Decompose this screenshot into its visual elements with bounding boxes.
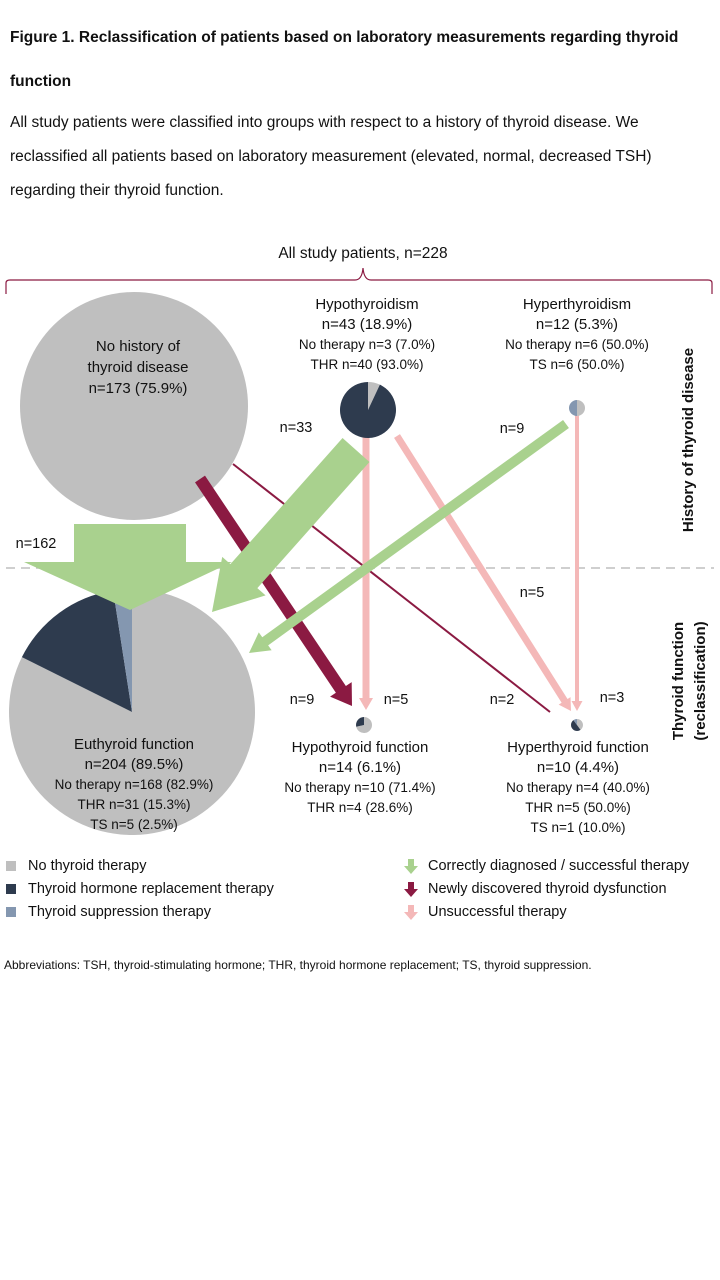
hyperthyroid-function-label-0: Hyperthyroid function [507,739,649,756]
flow-arrow-none-to-hyper [232,463,551,713]
flow-label-none-to-eu: n=162 [16,536,57,552]
flow-arrow-none-to-eu [24,524,232,610]
legend-icon-green [404,859,418,874]
hypothyroid-function-pie [355,717,372,733]
hyperthyroid-function-label-3: THR n=5 (50.0%) [525,800,630,815]
euthyroid-label-0: Euthyroid function [74,736,194,753]
legend-icon-ts [6,907,16,917]
figure-caption: All study patients were classified into … [10,114,652,199]
flow-arrow-hypo-to-hyper [394,434,571,711]
hypothyroid-function-label-3: THR n=4 (28.6%) [307,800,412,815]
flow-label-hyper-to-hyper: n=3 [600,690,625,706]
side-label-history: History of thyroid disease [680,348,697,532]
no-history-label-0: No history of [96,338,181,355]
hyperthyroid-function-pie-slice-thr [571,720,581,731]
flow-arrow-hypo-to-eu [212,438,370,612]
no-history-circle [20,292,248,520]
flow-label-hypo-to-hypo: n=5 [384,692,409,708]
legend-label-4: Newly discovered thyroid dysfunction [428,881,667,897]
hypothyroidism-pie-slice-no-therapy [368,382,380,410]
flow-arrow-none-to-hypo [195,475,352,706]
hyperthyroidism-label-2: No therapy n=6 (50.0%) [505,337,649,352]
flow-label-hyper-to-eu: n=9 [500,421,525,437]
hyperthyroidism-label-3: TS n=6 (50.0%) [530,357,625,372]
euthyroid-label-4: TS n=5 (2.5%) [90,817,177,832]
legend-label-0: No thyroid therapy [28,858,147,874]
hypothyroidism-label-2: No therapy n=3 (7.0%) [299,337,435,352]
legend-label-1: Thyroid hormone replacement therapy [28,881,275,897]
legend-label-3: Correctly diagnosed / successful therapy [428,858,690,874]
hypothyroidism-pie-slice-thr [340,382,396,438]
hyperthyroidism-label-1: n=12 (5.3%) [536,316,618,333]
legend-label-2: Thyroid suppression therapy [28,904,212,920]
hypothyroidism-label-0: Hypothyroidism [315,296,418,313]
hyperthyroidism-pie-slice-ts [569,400,577,416]
hyperthyroidism-label-0: Hyperthyroidism [523,296,631,313]
no-history-label-1: thyroid disease [88,359,189,376]
hypothyroid-function-pie-slice-thr [355,717,364,727]
total-label: All study patients, n=228 [278,245,447,262]
legend-icon-no-therapy [6,861,16,871]
hypothyroid-function-label-1: n=14 (6.1%) [319,759,401,776]
euthyroid-label-3: THR n=31 (15.3%) [78,797,191,812]
flow-arrow-hyper-to-hyper [571,415,583,711]
hyperthyroid-function-pie-slice-ts [573,719,577,725]
hypothyroid-function-pie-slice-no-therapy [356,717,372,733]
hypothyroidism-pie [340,382,396,438]
hypothyroidism-label-1: n=43 (18.9%) [322,316,412,333]
legend-label-5: Unsuccessful therapy [428,904,567,920]
legend-icon-thr [6,884,16,894]
euthyroid-label-2: No therapy n=168 (82.9%) [55,777,214,792]
euthyroid-pie [9,589,255,835]
flow-diagram: All study patients, n=228 History of thyr… [5,245,714,920]
flow-arrow-hyper-to-eu [249,419,569,653]
total-brace [5,267,713,294]
no-history-label-2: n=173 (75.9%) [89,380,188,397]
euthyroid-pie-slice-thr [21,590,133,712]
side-label-function: Thyroid function [670,622,687,740]
abbreviations: Abbreviations: TSH, thyroid-stimulating … [4,958,592,972]
hyperthyroid-function-label-4: TS n=1 (10.0%) [531,820,626,835]
figure-title: Figure 1. Reclassification of patients b… [10,29,679,90]
hypothyroid-function-label-2: No therapy n=10 (71.4%) [284,780,435,795]
hyperthyroidism-pie-slice-no-therapy [577,400,585,416]
side-label-reclassification: (reclassification) [692,621,709,740]
euthyroid-pie-slice-ts [113,589,132,712]
flow-label-none-to-hypo: n=9 [290,692,315,708]
hyperthyroid-function-pie [571,719,584,731]
hyperthyroid-function-label-1: n=10 (4.4%) [537,759,619,776]
flow-label-hypo-to-hyper: n=5 [520,585,545,601]
hypothyroidism-label-3: THR n=40 (93.0%) [311,357,424,372]
legend-icon-maroon [404,882,418,897]
legend-icon-pink [404,905,418,920]
flow-label-hypo-to-eu: n=33 [280,420,313,436]
hyperthyroid-function-pie-slice-no-therapy [577,719,584,730]
hypothyroid-function-label-0: Hypothyroid function [292,739,429,756]
hyperthyroidism-pie [569,400,585,416]
euthyroid-label-1: n=204 (89.5%) [85,756,184,773]
hyperthyroid-function-label-2: No therapy n=4 (40.0%) [506,780,650,795]
flow-label-none-to-hyper: n=2 [490,692,515,708]
